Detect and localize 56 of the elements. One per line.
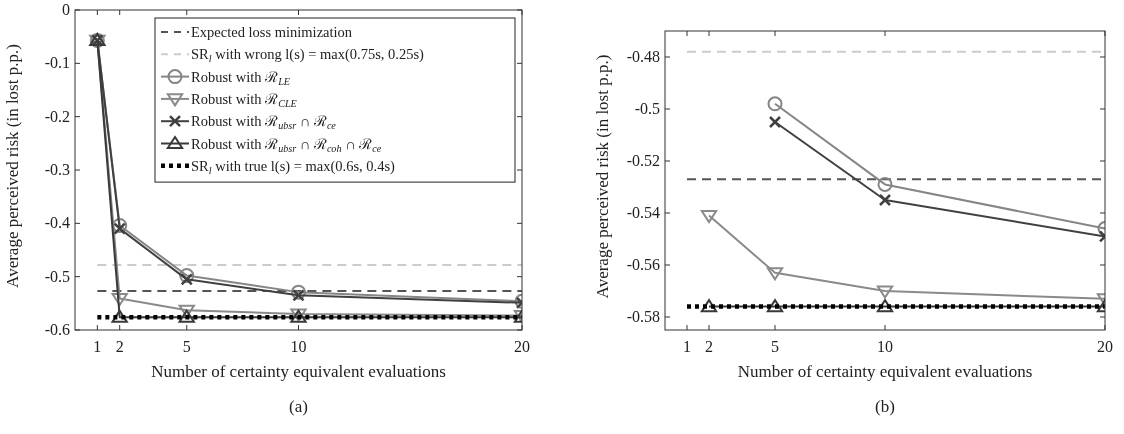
x-tick-label: 1 [683, 338, 691, 355]
y-tick-label: -0.5 [44, 267, 70, 285]
x-tick-label: 20 [1097, 338, 1113, 355]
y-tick-label: 0 [62, 1, 70, 18]
legend-label: SR$_{l}$ with true l(s) = max(0.6s, 0.4s) [191, 157, 396, 176]
point [292, 289, 305, 302]
y-tick-label: -0.1 [44, 54, 70, 72]
point [178, 304, 195, 318]
point [768, 115, 782, 129]
x-tick-label: 20 [514, 338, 530, 355]
x-axis-title: Number of certainty equivalent evaluations [151, 362, 446, 381]
text: (a) [289, 397, 308, 416]
x-tick-label: 5 [771, 338, 779, 355]
x-tick-label: 10 [877, 338, 893, 355]
point [877, 176, 893, 192]
x-tick-label: 10 [290, 338, 307, 355]
y-axis-title: Average perceived risk (in lost p.p.) [593, 54, 612, 299]
point [179, 268, 195, 284]
point [112, 217, 128, 233]
y-tick-label: -0.54 [626, 204, 660, 221]
y-tick-label: -0.52 [626, 152, 660, 169]
y-tick-label: -0.5 [634, 100, 660, 117]
point [878, 193, 892, 207]
y-tick-label: -0.56 [626, 256, 660, 273]
point [291, 284, 306, 300]
x-tick-label: 2 [705, 338, 713, 355]
point [766, 299, 784, 313]
y-tick-label: -0.3 [44, 161, 70, 178]
legend-label: Robust with ℛ$_{CLE}$ [191, 90, 298, 109]
x-tick-label: 5 [182, 338, 191, 355]
point [113, 222, 126, 235]
y-tick-label: -0.58 [626, 308, 660, 325]
point [876, 299, 894, 313]
y-axis-title: Average perceived risk (in lost p.p.) [3, 44, 22, 288]
text: (b) [875, 397, 895, 416]
x-axis-title: Number of certainty equivalent evaluations [737, 362, 1033, 381]
point [766, 267, 784, 281]
point [180, 273, 193, 286]
point [767, 96, 783, 112]
legend-label: Robust with ℛ$_{ubsr}$ ∩ ℛ$_{coh}$ ∩ ℛ$_{ce}$ [191, 135, 382, 153]
y-tick-label: -0.4 [44, 214, 70, 232]
y-tick-label: -0.48 [626, 48, 660, 65]
point [111, 292, 128, 307]
point [700, 210, 718, 224]
x-tick-label: 1 [93, 338, 102, 355]
y-tick-label: -0.2 [44, 107, 70, 125]
legend-label: Robust with ℛ$_{LE}$ [191, 68, 291, 87]
legend-label: SR$_{l}$ with wrong l(s) = max(0.75s, 0.25s) [191, 46, 425, 64]
legend-label: Robust with ℛ$_{ubsr}$ ∩ ℛ$_{ce}$ [191, 113, 337, 131]
point [178, 309, 195, 323]
point [700, 299, 718, 313]
y-tick-label: -0.6 [44, 321, 70, 338]
legend-label: Expected loss minimization [191, 24, 353, 40]
x-tick-label: 2 [115, 338, 124, 355]
point [111, 309, 128, 323]
point [876, 285, 894, 299]
